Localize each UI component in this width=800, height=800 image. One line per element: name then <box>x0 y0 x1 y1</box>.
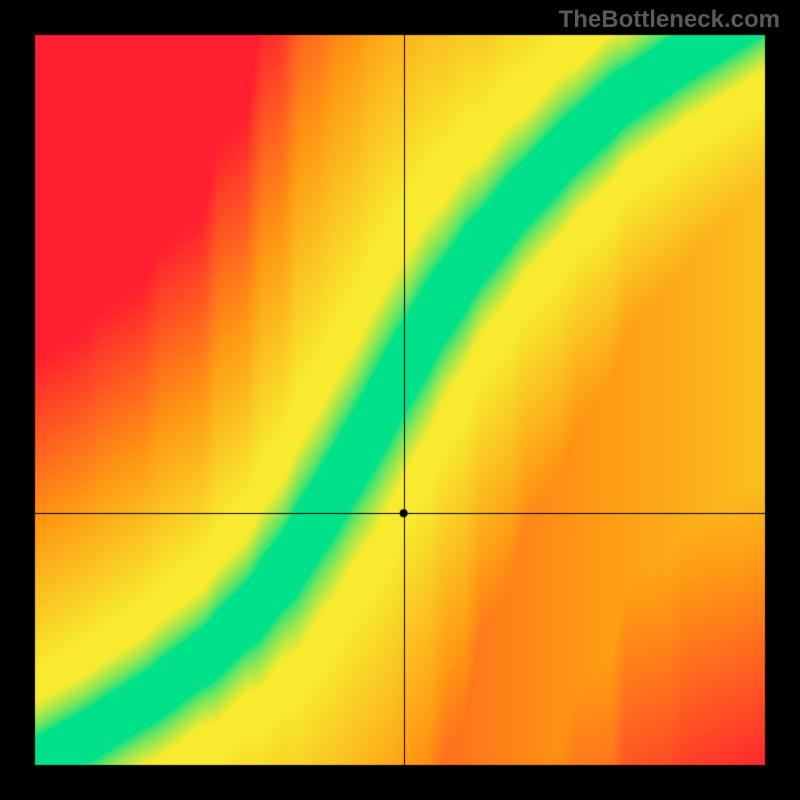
bottleneck-heatmap <box>0 0 800 800</box>
watermark-text: TheBottleneck.com <box>559 6 780 34</box>
